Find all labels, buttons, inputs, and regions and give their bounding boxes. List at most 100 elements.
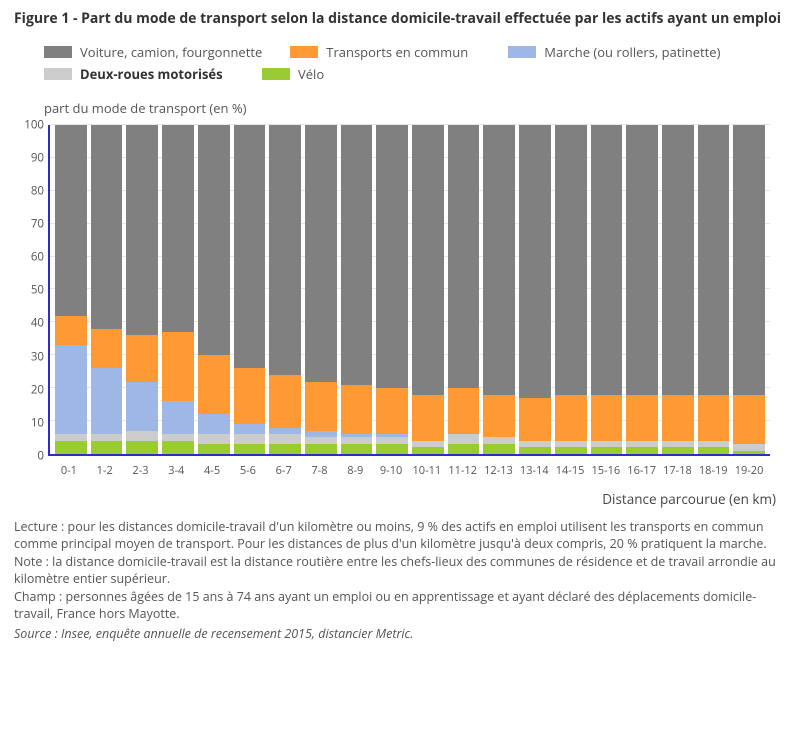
bar-segment-voiture xyxy=(733,125,765,395)
bar-segment-velo xyxy=(305,444,337,454)
legend-label: Marche (ou rollers, patinette) xyxy=(544,43,720,61)
legend-item-velo: Vélo xyxy=(262,65,452,83)
y-tick: 30 xyxy=(14,349,44,364)
figure-title: Figure 1 - Part du mode de transport sel… xyxy=(14,10,782,29)
bar-segment-marche xyxy=(91,368,123,434)
bar-segment-deux xyxy=(341,437,373,444)
bar-segment-velo xyxy=(591,447,623,454)
bar-segment-transit xyxy=(198,355,230,414)
bar-segment-voiture xyxy=(555,125,587,395)
bar-column xyxy=(126,125,158,454)
plot-area xyxy=(48,125,770,456)
bar-segment-deux xyxy=(269,434,301,444)
legend-swatch xyxy=(44,68,72,80)
bar-segment-marche xyxy=(126,382,158,431)
legend-label: Voiture, camion, fourgonnette xyxy=(80,43,262,61)
bar-segment-voiture xyxy=(341,125,373,385)
bar-segment-deux xyxy=(412,441,444,448)
bar-segment-marche xyxy=(198,414,230,434)
bar-segment-deux xyxy=(448,434,480,444)
x-tick-label: 5-6 xyxy=(232,463,264,478)
bar-column xyxy=(698,125,730,454)
bar-column xyxy=(733,125,765,454)
y-tick: 100 xyxy=(14,117,44,132)
legend-item-voiture: Voiture, camion, fourgonnette xyxy=(44,43,262,61)
bar-segment-transit xyxy=(626,395,658,441)
note-lecture: Lecture : pour les distances domicile-tr… xyxy=(14,518,782,553)
y-tick: 50 xyxy=(14,283,44,298)
bar-segment-transit xyxy=(555,395,587,441)
bar-column xyxy=(305,125,337,454)
y-tick: 40 xyxy=(14,316,44,331)
x-axis-title: Distance parcourue (en km) xyxy=(14,490,776,508)
legend-swatch xyxy=(262,68,290,80)
x-tick-label: 7-8 xyxy=(304,463,336,478)
bar-segment-velo xyxy=(698,447,730,454)
bar-segment-transit xyxy=(448,388,480,434)
bar-segment-deux xyxy=(519,441,551,448)
bar-column xyxy=(448,125,480,454)
legend: Voiture, camion, fourgonnette Transports … xyxy=(14,43,782,83)
bar-segment-transit xyxy=(126,335,158,381)
bar-segment-velo xyxy=(519,447,551,454)
bar-column xyxy=(519,125,551,454)
note-champ: Champ : personnes âgées de 15 ans à 74 a… xyxy=(14,588,782,623)
bar-segment-deux xyxy=(698,441,730,448)
x-tick-label: 16-17 xyxy=(626,463,658,478)
chart-notes: Lecture : pour les distances domicile-tr… xyxy=(14,518,782,643)
x-tick-label: 8-9 xyxy=(339,463,371,478)
bar-segment-voiture xyxy=(162,125,194,332)
bar-segment-voiture xyxy=(519,125,551,398)
bar-segment-velo xyxy=(483,444,515,454)
x-tick-label: 9-10 xyxy=(375,463,407,478)
y-tick: 10 xyxy=(14,415,44,430)
bar-column xyxy=(412,125,444,454)
bar-segment-transit xyxy=(234,368,266,424)
y-tick: 90 xyxy=(14,150,44,165)
bar-segment-deux xyxy=(591,441,623,448)
bar-segment-voiture xyxy=(91,125,123,329)
bar-segment-velo xyxy=(412,447,444,454)
bar-segment-velo xyxy=(626,447,658,454)
bar-segment-transit xyxy=(305,382,337,431)
bar-segment-transit xyxy=(733,395,765,444)
bar-segment-transit xyxy=(55,316,87,346)
x-tick-label: 2-3 xyxy=(125,463,157,478)
bar-segment-deux xyxy=(733,444,765,451)
legend-swatch xyxy=(44,46,72,58)
x-tick-label: 4-5 xyxy=(196,463,228,478)
x-axis-labels: 0-11-22-33-44-55-66-77-88-99-1010-1111-1… xyxy=(48,463,770,478)
x-tick-label: 6-7 xyxy=(268,463,300,478)
legend-label: Vélo xyxy=(298,65,324,83)
bar-segment-velo xyxy=(162,441,194,454)
bar-column xyxy=(376,125,408,454)
y-tick: 0 xyxy=(14,448,44,463)
bar-segment-velo xyxy=(733,451,765,454)
y-tick: 20 xyxy=(14,382,44,397)
y-axis-title: part du mode de transport (en %) xyxy=(44,99,782,117)
bar-segment-velo xyxy=(376,444,408,454)
bar-column xyxy=(555,125,587,454)
bar-column xyxy=(91,125,123,454)
x-tick-label: 10-11 xyxy=(411,463,443,478)
bar-segment-voiture xyxy=(376,125,408,388)
bar-segment-voiture xyxy=(483,125,515,395)
bar-segment-transit xyxy=(376,388,408,434)
bar-segment-deux xyxy=(234,434,266,444)
bar-column xyxy=(662,125,694,454)
x-tick-label: 15-16 xyxy=(590,463,622,478)
note-note: Note : la distance domicile-travail est … xyxy=(14,553,782,588)
legend-swatch xyxy=(508,46,536,58)
y-tick: 80 xyxy=(14,184,44,199)
x-tick-label: 14-15 xyxy=(554,463,586,478)
bar-segment-velo xyxy=(234,444,266,454)
bar-segment-transit xyxy=(91,329,123,368)
bar-segment-voiture xyxy=(412,125,444,395)
legend-label: Transports en commun xyxy=(326,43,468,61)
bar-segment-velo xyxy=(126,441,158,454)
bar-column xyxy=(55,125,87,454)
bar-segment-marche xyxy=(55,345,87,434)
bars xyxy=(50,125,770,454)
x-tick-label: 0-1 xyxy=(53,463,85,478)
x-tick-label: 3-4 xyxy=(160,463,192,478)
